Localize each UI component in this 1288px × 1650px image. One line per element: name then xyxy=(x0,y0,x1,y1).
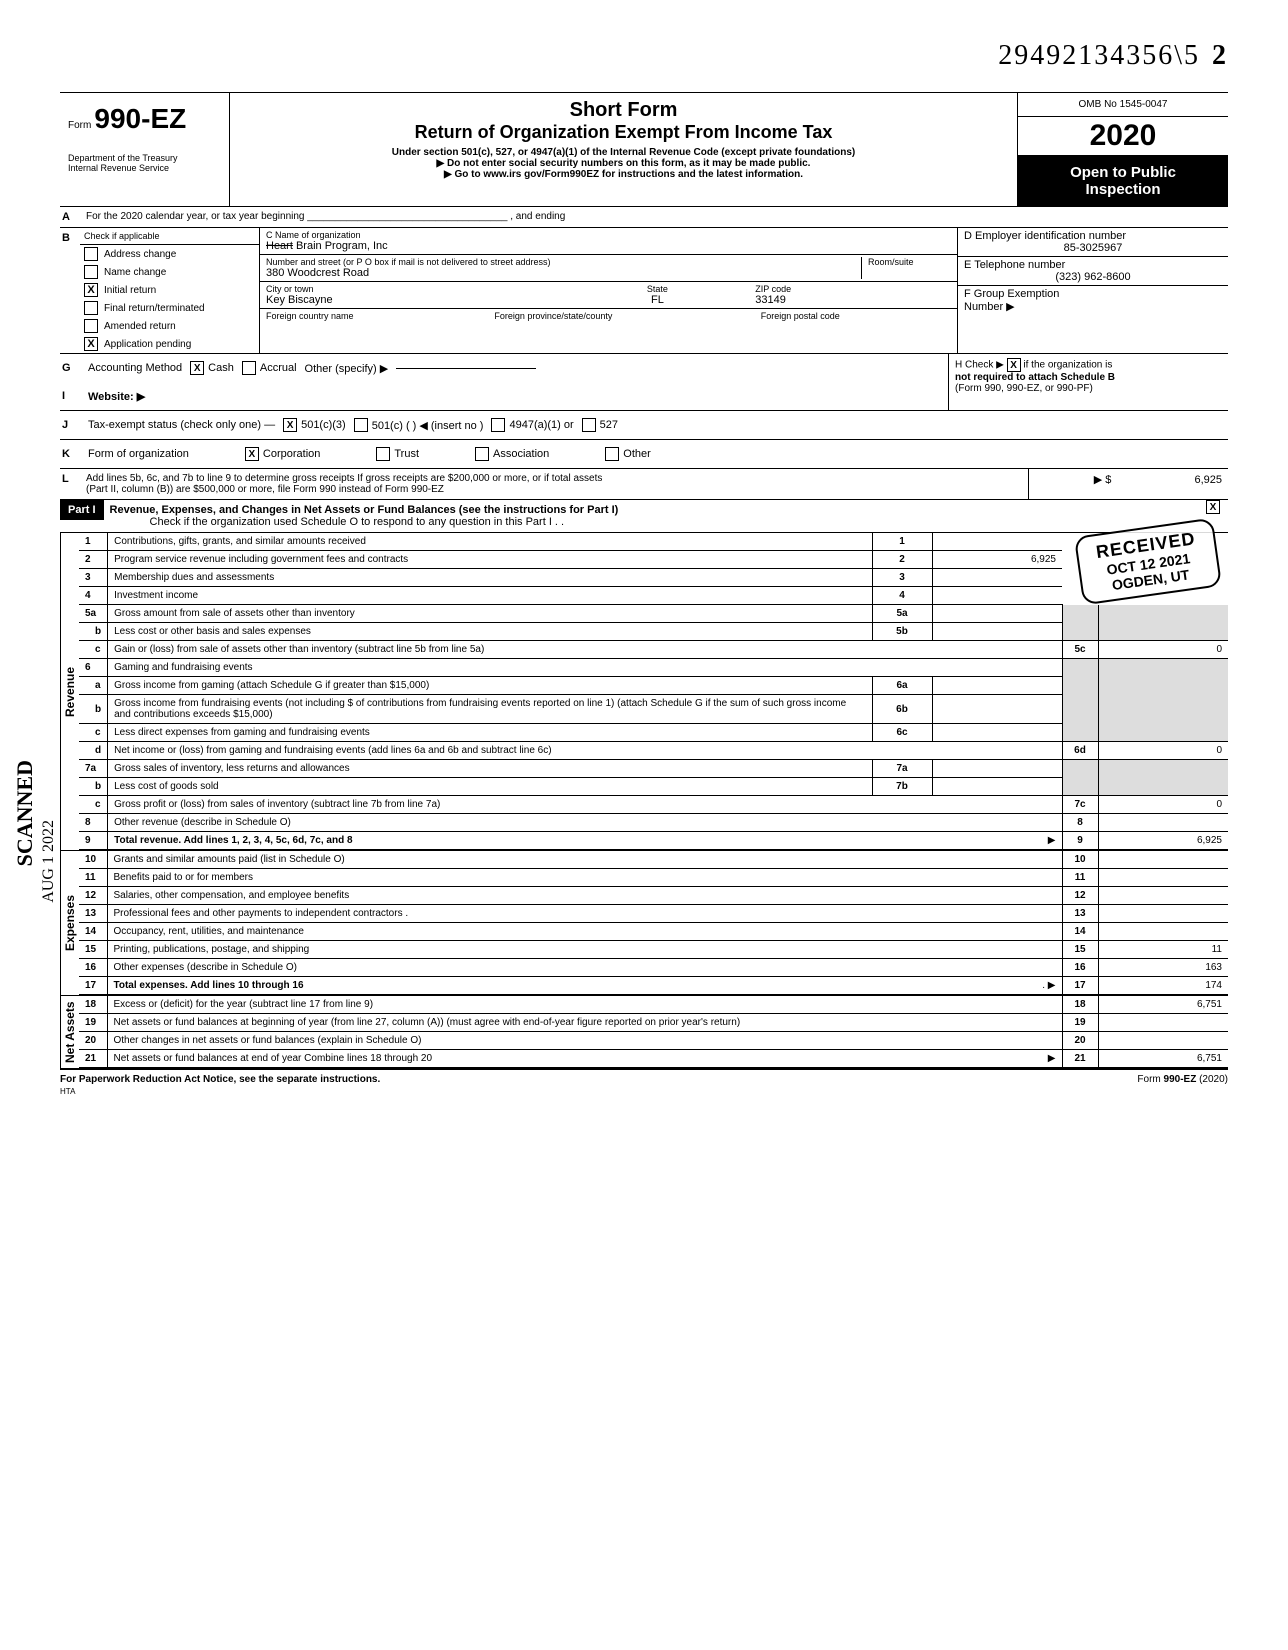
line-a: A For the 2020 calendar year, or tax yea… xyxy=(60,207,1228,228)
label-form-org: Form of organization xyxy=(88,448,189,460)
line-j: J Tax-exempt status (check only one) — X… xyxy=(60,411,1228,440)
scanned-vertical-text: SCANNED xyxy=(12,760,38,866)
section-d-e-f: D Employer identification number 85-3025… xyxy=(958,228,1228,353)
label-phone: E Telephone number xyxy=(964,259,1222,271)
omb-number: OMB No 1545-0047 xyxy=(1018,93,1228,117)
scan-date-vertical-text: AUG 1 2022 xyxy=(40,820,58,903)
footer: For Paperwork Reduction Act Notice, see … xyxy=(60,1070,1228,1085)
label-org-name: C Name of organization xyxy=(266,230,951,240)
label-zip: ZIP code xyxy=(755,284,951,294)
checkbox-527[interactable]: 527 xyxy=(582,418,618,432)
revenue-table: 1Contributions, gifts, grants, and simil… xyxy=(79,533,1228,850)
section-h: H Check ▶ X if the organization is not r… xyxy=(948,354,1228,410)
ssn-warning: ▶ Do not enter social security numbers o… xyxy=(238,158,1009,169)
checkbox-b-2[interactable]: XInitial return xyxy=(80,281,259,299)
form-number: 990-EZ xyxy=(94,103,186,134)
label-group-number: Number ▶ xyxy=(964,300,1222,313)
label-tax-exempt: Tax-exempt status (check only one) — xyxy=(88,419,275,431)
checkbox-h[interactable]: X xyxy=(1007,358,1021,372)
document-number: 29492134356\52 xyxy=(60,40,1228,72)
part-1-title: Revenue, Expenses, and Changes in Net As… xyxy=(110,504,1192,516)
checkbox-trust[interactable]: Trust xyxy=(376,447,419,461)
label-city: City or town xyxy=(266,284,560,294)
paperwork-notice: For Paperwork Reduction Act Notice, see … xyxy=(60,1074,380,1085)
checkbox-cash[interactable]: XCash xyxy=(190,361,234,375)
section-b-checkboxes: Check if applicable Address changeName c… xyxy=(80,228,260,353)
street-address: 380 Woodcrest Road xyxy=(266,267,861,279)
checkbox-501c3[interactable]: X501(c)(3) xyxy=(283,418,346,432)
tax-year: 2020 xyxy=(1018,117,1228,156)
title-short-form: Short Form xyxy=(238,99,1009,122)
label-foreign-prov: Foreign province/state/county xyxy=(494,311,760,321)
label-ein: D Employer identification number xyxy=(964,230,1222,242)
label-room: Room/suite xyxy=(868,257,951,267)
revenue-side-label: Revenue xyxy=(60,533,79,850)
label-foreign-postal: Foreign postal code xyxy=(761,311,951,321)
part-1-check-text: Check if the organization used Schedule … xyxy=(150,516,565,528)
net-assets-table: 18Excess or (deficit) for the year (subt… xyxy=(79,996,1228,1068)
hta-label: HTA xyxy=(60,1087,1228,1096)
section-c: C Name of organization Heart Brain Progr… xyxy=(260,228,958,353)
ein: 85-3025967 xyxy=(964,242,1222,254)
zip: 33149 xyxy=(755,294,951,306)
form-prefix: Form xyxy=(68,120,91,131)
state: FL xyxy=(560,294,756,306)
checkbox-b-4[interactable]: Amended return xyxy=(80,317,259,335)
label-foreign-country: Foreign country name xyxy=(266,311,494,321)
dept-treasury: Department of the Treasury xyxy=(68,135,221,163)
checkbox-corporation[interactable]: XCorporation xyxy=(245,447,320,461)
line-g-h-i: G Accounting Method XCash Accrual Other … xyxy=(60,354,1228,411)
city: Key Biscayne xyxy=(266,294,560,306)
label-website: Website: ▶ xyxy=(88,390,145,403)
checkbox-b-5[interactable]: XApplication pending xyxy=(80,335,259,353)
section-b-c-d: B Check if applicable Address changeName… xyxy=(60,228,1228,354)
label-state: State xyxy=(560,284,756,294)
net-assets-side-label: Net Assets xyxy=(60,996,79,1068)
part-1-badge: Part I xyxy=(60,500,104,520)
checkbox-501c[interactable]: 501(c) ( ) ◀ (insert no ) xyxy=(354,418,484,432)
checkbox-accrual[interactable]: Accrual xyxy=(242,361,297,375)
part-1-header: Part I Revenue, Expenses, and Changes in… xyxy=(60,500,1228,533)
open-to-public: Open to Public Inspection xyxy=(1018,156,1228,206)
label-street: Number and street (or P O box if mail is… xyxy=(266,257,861,267)
org-name: Heart Brain Program, Inc xyxy=(266,240,951,252)
goto-line: ▶ Go to www.irs gov/Form990EZ for instru… xyxy=(238,169,1009,180)
checkbox-association[interactable]: Association xyxy=(475,447,549,461)
line-k: K Form of organization XCorporation Trus… xyxy=(60,440,1228,469)
form-ref: Form 990-EZ (2020) xyxy=(1137,1074,1228,1085)
checkbox-b-0[interactable]: Address change xyxy=(80,245,259,263)
checkbox-other-org[interactable]: Other xyxy=(605,447,651,461)
label-other-specify: Other (specify) ▶ xyxy=(305,362,389,375)
checkbox-part1[interactable]: X xyxy=(1206,500,1220,514)
subtitle: Under section 501(c), 527, or 4947(a)(1)… xyxy=(238,147,1009,158)
label-accounting-method: Accounting Method xyxy=(88,362,182,374)
label-group-exemption: F Group Exemption xyxy=(964,288,1222,300)
checkbox-b-1[interactable]: Name change xyxy=(80,263,259,281)
section-b-head: Check if applicable xyxy=(80,228,259,245)
dept-irs: Internal Revenue Service xyxy=(68,163,221,173)
checkbox-4947[interactable]: 4947(a)(1) or xyxy=(491,418,573,432)
expenses-side-label: Expenses xyxy=(60,851,79,995)
expenses-table: 10Grants and similar amounts paid (list … xyxy=(79,851,1228,995)
checkbox-b-3[interactable]: Final return/terminated xyxy=(80,299,259,317)
line-l: L Add lines 5b, 6c, and 7b to line 9 to … xyxy=(60,469,1228,500)
form-header: Form 990-EZ Department of the Treasury I… xyxy=(60,92,1228,207)
gross-receipts-value: 6,925 xyxy=(1194,474,1222,486)
title-return: Return of Organization Exempt From Incom… xyxy=(238,122,1009,143)
phone: (323) 962-8600 xyxy=(964,271,1222,283)
